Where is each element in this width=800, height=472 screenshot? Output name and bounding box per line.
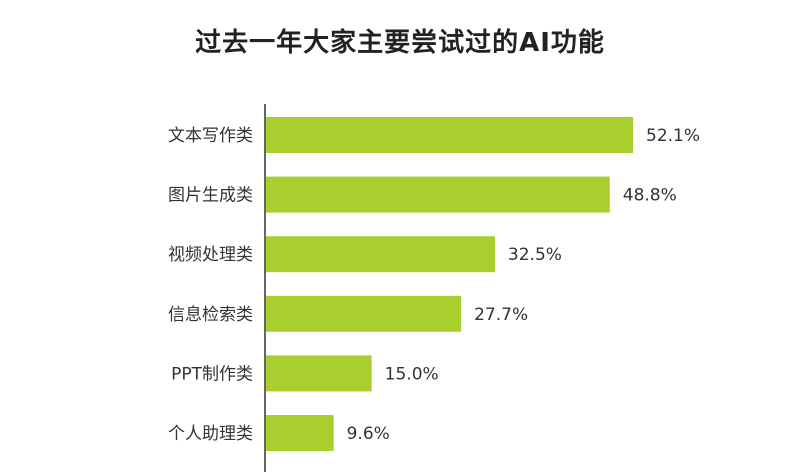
value-label: 52.1% [646,126,700,146]
bar [266,295,462,332]
bar [266,415,334,451]
value-label: 15.0% [385,364,439,384]
category-label: PPT制作类 [171,364,253,384]
bar [266,236,495,273]
category-label: 信息检索类 [168,305,253,325]
value-label: 27.7% [474,305,528,325]
category-label: 视频处理类 [168,245,253,265]
category-label: 文本写作类 [168,126,253,146]
value-label: 48.8% [623,186,677,206]
category-label: 个人助理类 [168,424,253,444]
bar [266,176,610,213]
value-label: 32.5% [508,245,562,265]
chart-title: 过去一年大家主要尝试过的AI功能 [195,28,605,58]
bar [266,355,372,392]
value-label: 9.6% [347,424,390,444]
category-label: 图片生成类 [168,186,253,206]
bar [266,117,633,153]
